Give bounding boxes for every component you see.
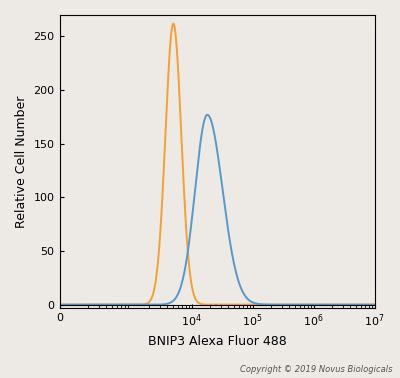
Text: Copyright © 2019 Novus Biologicals: Copyright © 2019 Novus Biologicals (240, 365, 392, 374)
X-axis label: BNIP3 Alexa Fluor 488: BNIP3 Alexa Fluor 488 (148, 335, 286, 348)
Y-axis label: Relative Cell Number: Relative Cell Number (15, 95, 28, 228)
